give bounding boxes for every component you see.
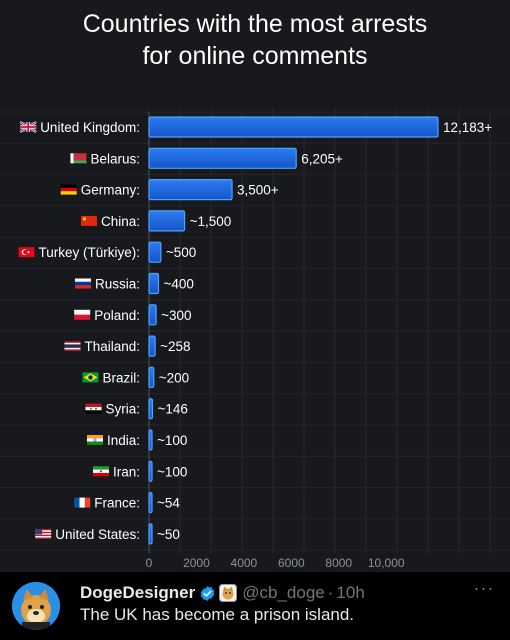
data-label: ~1,500: [190, 214, 232, 229]
data-label: 6,205+: [301, 151, 343, 166]
x-tick-label: 0: [146, 556, 153, 570]
data-label: ~100: [157, 464, 187, 479]
bar-12: [148, 492, 153, 514]
chart-title-line-1: Countries with the most arrests: [82, 10, 428, 38]
tweet-bar[interactable]: DogeDesigner @cb_doge · 10h ··· The UK h…: [0, 572, 510, 640]
bar-10: [148, 429, 153, 451]
data-label: 12,183+: [443, 120, 492, 135]
verified-badge-icon[interactable]: [199, 585, 216, 602]
data-label: ~50: [157, 527, 180, 542]
handle[interactable]: @cb_doge: [242, 583, 325, 602]
turkey-flag-icon: [18, 247, 35, 258]
x-tick-label: 8000: [325, 556, 352, 570]
bar-6: [148, 304, 157, 326]
separator-dot: ·: [327, 583, 334, 602]
iran-flag-icon: [92, 466, 109, 477]
france-flag-icon: [74, 497, 91, 508]
category-label: Iran:: [113, 464, 140, 479]
syria-flag-icon: [85, 403, 102, 414]
x-tick-label: 10,000: [368, 556, 405, 570]
china-flag-icon: [80, 215, 97, 226]
bar-0: [148, 116, 439, 138]
category-label: China:: [101, 214, 140, 229]
uk-flag-icon: [19, 121, 37, 133]
chart-title-line-2: for online comments: [142, 42, 368, 70]
tweet-text: The UK has become a prison island.: [80, 605, 355, 624]
more-options-button[interactable]: ···: [472, 578, 496, 598]
bar-2: [148, 179, 233, 201]
germany-flag-icon: [60, 184, 77, 195]
thailand-flag-icon: [64, 341, 81, 352]
category-label: Turkey (Türkiye):: [38, 245, 140, 260]
bar-8: [148, 366, 155, 388]
poland-flag-icon: [74, 309, 91, 320]
data-label: ~258: [160, 339, 190, 354]
bar-3: [148, 210, 186, 232]
category-label: India:: [107, 433, 140, 448]
x-tick-label: 6000: [278, 556, 305, 570]
category-label: Syria:: [105, 402, 140, 417]
bar-5: [148, 272, 160, 295]
data-label: ~100: [157, 433, 187, 448]
chart: United Kingdom: 12,183+ Belarus: 6,205+ Germ…: [0, 108, 510, 570]
timestamp[interactable]: 10h: [336, 583, 365, 602]
bar-9: [148, 398, 154, 420]
category-label: Germany:: [81, 183, 140, 198]
russia-flag-icon: [74, 278, 91, 289]
x-tick-label: 4000: [231, 556, 258, 570]
belarus-flag-icon: [70, 153, 87, 164]
chart-panel: United Kingdom: 12,183+ Belarus: 6,205+ Germ…: [0, 8, 510, 570]
usa-flag-icon: [35, 528, 52, 539]
chart-title: Countries with the most arrests for onli…: [0, 8, 510, 72]
data-label: ~400: [163, 277, 193, 292]
more-options-icon: ···: [473, 578, 495, 598]
category-label: Poland:: [94, 308, 140, 323]
data-label: ~146: [157, 402, 187, 417]
data-label: 3,500+: [237, 183, 279, 198]
data-label: ~300: [161, 308, 191, 323]
doge-badge-icon[interactable]: [219, 584, 238, 602]
bar-7: [148, 335, 156, 357]
display-name[interactable]: DogeDesigner: [80, 583, 196, 602]
doge-avatar-icon: [12, 582, 60, 630]
category-label: United Kingdom:: [40, 120, 140, 135]
bar-11: [148, 460, 153, 482]
avatar[interactable]: [12, 582, 60, 630]
bar-4: [148, 241, 162, 263]
x-tick-label: 2000: [183, 556, 210, 570]
data-label: ~200: [159, 370, 189, 385]
category-label: United States:: [55, 527, 140, 542]
bar-13: [148, 523, 153, 545]
india-flag-icon: [86, 435, 103, 445]
category-label: Belarus:: [90, 151, 140, 166]
category-label: Russia:: [95, 277, 140, 292]
category-label: France:: [94, 496, 140, 511]
bar-1: [148, 147, 297, 169]
data-label: ~54: [157, 496, 180, 511]
tweet-header: DogeDesigner @cb_doge · 10h: [80, 582, 365, 604]
category-label: Thailand:: [84, 339, 140, 354]
data-label: ~500: [166, 245, 196, 260]
brazil-flag-icon: [82, 372, 99, 383]
category-label: Brazil:: [102, 370, 140, 385]
